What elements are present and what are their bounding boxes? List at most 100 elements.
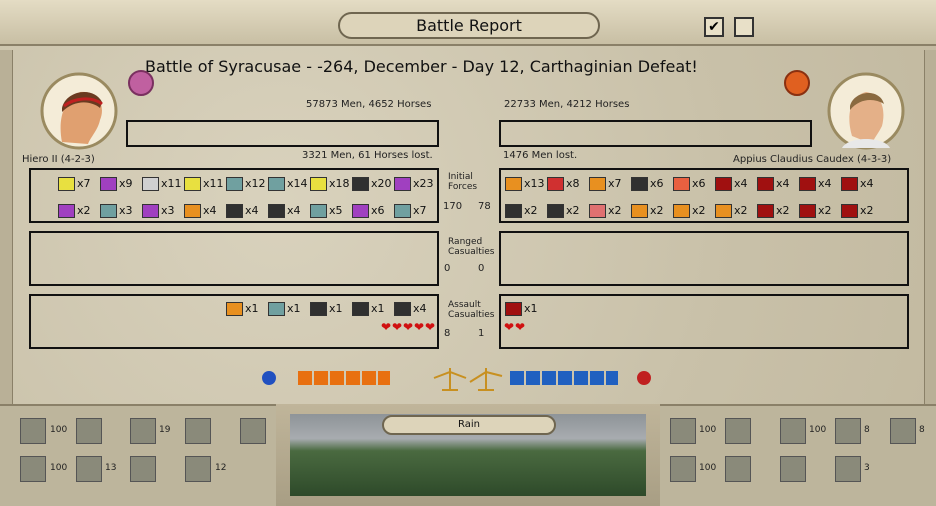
terrain-icon	[262, 371, 276, 385]
unit-count: x23	[413, 177, 434, 190]
unit-icon	[505, 177, 522, 191]
bottom-count: 19	[159, 425, 171, 435]
unit-count: x11	[203, 177, 224, 190]
left-column	[0, 50, 13, 406]
unit-icon	[505, 302, 522, 316]
unit-icon	[589, 177, 606, 191]
unit-count: x2	[692, 204, 706, 217]
bottom-unit-icon	[185, 418, 211, 444]
bottom-unit-icon	[670, 418, 696, 444]
unit-count: x2	[776, 204, 790, 217]
right-faction-emblem	[784, 70, 810, 96]
unit-icon	[58, 204, 75, 218]
unit-count: x3	[161, 204, 175, 217]
heart: ❤	[425, 320, 436, 334]
unit-count: x4	[860, 177, 874, 190]
left-info-box	[126, 120, 439, 147]
confirm-button[interactable]: ✔	[704, 17, 724, 37]
bottom-count: 13	[105, 463, 117, 473]
heart: ❤	[414, 320, 425, 334]
unit-icon	[547, 204, 564, 218]
unit-count: x1	[329, 302, 343, 315]
bottom-count: 8	[864, 425, 870, 435]
bottom-unit-icon	[725, 456, 751, 482]
bottom-count: 100	[699, 463, 717, 473]
heart: ❤	[504, 320, 515, 334]
unit-count: x9	[119, 177, 133, 190]
ranged-right: 0	[478, 263, 485, 274]
initial-left: 170	[443, 201, 463, 212]
unit-icon	[715, 177, 732, 191]
right-assault-box	[499, 294, 909, 349]
unit-count: x7	[77, 177, 91, 190]
right-forces: 22733 Men, 4212 Horses	[504, 99, 630, 110]
unit-icon	[631, 177, 648, 191]
bottom-unit-icon	[76, 456, 102, 482]
unit-icon	[268, 204, 285, 218]
ranged-left: 0	[444, 263, 451, 274]
unit-count: x2	[77, 204, 91, 217]
unit-count: x1	[524, 302, 538, 315]
right-column	[924, 50, 936, 406]
right-initial-box	[499, 168, 909, 223]
unit-count: x2	[566, 204, 580, 217]
unit-icon	[799, 204, 816, 218]
bottom-count: 100	[50, 425, 68, 435]
unit-icon	[394, 204, 411, 218]
unit-icon	[142, 204, 159, 218]
unit-icon	[547, 177, 564, 191]
left-forces: 57873 Men, 4652 Horses	[306, 99, 432, 110]
heart: ❤	[403, 320, 414, 334]
unit-count: x4	[287, 204, 301, 217]
left-initial-box	[29, 168, 439, 223]
heart: ❤	[381, 320, 392, 334]
unit-count: x3	[119, 204, 133, 217]
notes-button[interactable]	[734, 17, 754, 37]
window-title: Battle Report	[338, 12, 600, 39]
right-info-box	[499, 120, 812, 147]
unit-count: x4	[776, 177, 790, 190]
initial-right: 78	[478, 201, 491, 212]
unit-count: x4	[413, 302, 427, 315]
unit-icon	[673, 177, 690, 191]
assault-label: Assault Casualties	[448, 300, 495, 320]
unit-icon	[310, 204, 327, 218]
unit-icon	[673, 204, 690, 218]
left-ranged-box	[29, 231, 439, 286]
unit-count: x4	[734, 177, 748, 190]
unit-count: x11	[161, 177, 182, 190]
unit-icon	[841, 204, 858, 218]
bottom-unit-icon	[20, 456, 46, 482]
left-faction-emblem	[128, 70, 154, 96]
unit-icon	[268, 302, 285, 316]
left-losses: 3321 Men, 61 Horses lost.	[302, 150, 433, 161]
unit-count: x4	[245, 204, 259, 217]
unit-icon	[841, 177, 858, 191]
left-commander: Hiero II (4-2-3)	[22, 154, 95, 165]
retreat-icon	[637, 371, 651, 385]
bottom-unit-icon	[76, 418, 102, 444]
heart: ❤	[515, 320, 526, 334]
bottom-count: 3	[864, 463, 870, 473]
unit-icon	[226, 204, 243, 218]
unit-count: x2	[650, 204, 664, 217]
right-losses: 1476 Men lost.	[503, 150, 578, 161]
unit-count: x6	[650, 177, 664, 190]
unit-icon	[226, 177, 243, 191]
right-portrait	[827, 72, 905, 150]
assault-right: 1	[478, 328, 485, 339]
ranged-label: Ranged Casualties	[448, 237, 495, 257]
unit-icon	[352, 302, 369, 316]
unit-count: x7	[413, 204, 427, 217]
unit-icon	[394, 302, 411, 316]
unit-count: x2	[734, 204, 748, 217]
bottom-unit-icon	[130, 456, 156, 482]
bottom-count: 12	[215, 463, 227, 473]
unit-count: x20	[371, 177, 392, 190]
unit-count: x8	[566, 177, 580, 190]
bottom-unit-icon	[890, 418, 916, 444]
unit-icon	[394, 177, 411, 191]
unit-icon	[799, 177, 816, 191]
bottom-count: 100	[699, 425, 717, 435]
unit-count: x1	[287, 302, 301, 315]
